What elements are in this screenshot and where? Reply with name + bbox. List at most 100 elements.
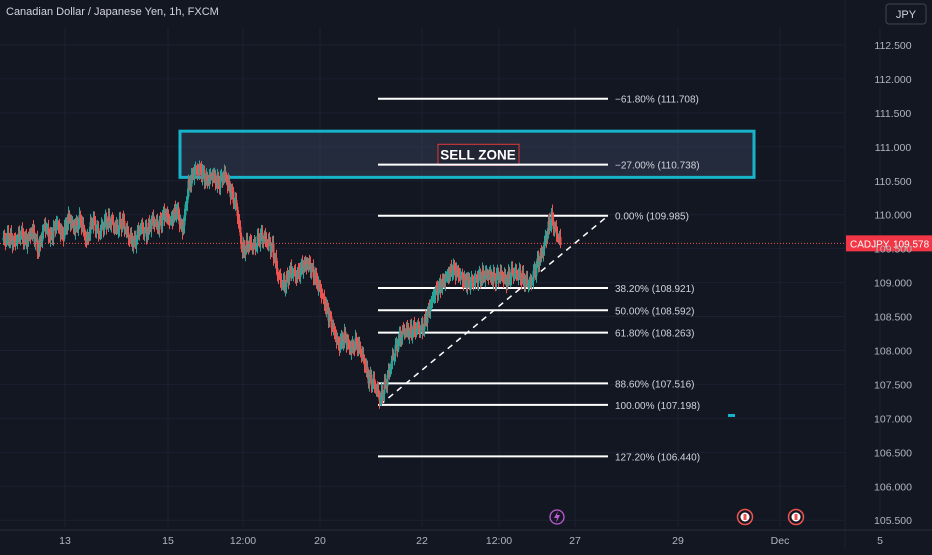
candle-body — [252, 245, 255, 248]
candle-body — [44, 225, 47, 230]
candle-body — [386, 375, 389, 386]
candle-body — [309, 264, 312, 272]
candle-body — [169, 218, 172, 221]
candle-body — [112, 221, 115, 226]
candle-body — [439, 281, 442, 291]
candle-body — [240, 235, 243, 249]
candle-body — [237, 216, 240, 223]
candle-body — [255, 246, 258, 248]
candle-body — [89, 221, 92, 234]
candle-body — [293, 271, 296, 273]
candle-body — [88, 233, 91, 237]
candle-body — [378, 393, 381, 401]
candle-body — [232, 191, 235, 204]
candle-body — [78, 215, 81, 226]
candle-body — [3, 237, 6, 239]
candle-body — [549, 224, 552, 228]
candle-body — [363, 357, 366, 365]
candle-body — [156, 221, 159, 228]
candle-body — [285, 275, 288, 288]
candle-body — [329, 315, 332, 317]
candle-body — [355, 337, 358, 342]
candle-body — [261, 232, 264, 242]
candle-body — [172, 214, 175, 223]
candle-body — [209, 175, 212, 178]
candle-body — [354, 337, 357, 349]
candle-body — [455, 270, 458, 277]
candle-body — [187, 180, 190, 197]
candle-body — [145, 227, 148, 237]
candle-body — [373, 378, 376, 385]
candle-body — [318, 283, 321, 286]
candle-body — [276, 268, 279, 276]
x-tick-label: 27 — [569, 535, 581, 547]
candle-body — [408, 331, 411, 337]
candle-body — [182, 225, 185, 232]
candle-body — [123, 220, 126, 230]
candle-body — [40, 240, 43, 243]
candle-body — [259, 233, 262, 244]
fib-trend-line[interactable] — [379, 215, 609, 406]
candle-body — [400, 336, 403, 341]
candle-body — [184, 204, 187, 216]
candle-body — [61, 229, 64, 235]
candle-body — [199, 166, 202, 169]
candle-body — [543, 241, 546, 249]
candle-body — [326, 303, 329, 311]
candle-body — [383, 381, 386, 394]
candle-body — [357, 344, 360, 351]
candle-body — [248, 241, 251, 248]
candle-body — [556, 233, 559, 238]
candle-body — [86, 235, 89, 241]
candle-body — [417, 326, 420, 329]
candle-body — [228, 180, 231, 187]
candle-body — [146, 234, 149, 237]
candle-body — [270, 246, 273, 252]
candle-body — [301, 262, 304, 271]
candle-body — [426, 311, 429, 323]
candle-body — [538, 260, 541, 266]
candle-body — [384, 381, 387, 384]
candle-body — [193, 172, 196, 178]
candle-body — [95, 229, 98, 231]
flag-icon-center — [743, 514, 747, 520]
candle-body — [548, 221, 551, 228]
candle-body — [421, 324, 424, 332]
candle-body — [501, 274, 504, 279]
candle-body — [353, 348, 356, 350]
candle-body — [404, 331, 407, 333]
x-tick-label: 22 — [416, 535, 428, 547]
candle-body — [79, 215, 82, 221]
candle-body — [203, 170, 206, 182]
candle-body — [163, 211, 166, 218]
candle-body — [559, 236, 562, 245]
candle-body — [197, 172, 200, 174]
candle-body — [539, 252, 542, 261]
candle-body — [466, 280, 469, 288]
fib-level-label: 50.00% (108.592) — [615, 306, 695, 317]
candle-body — [531, 281, 534, 283]
candle-body — [21, 229, 24, 236]
candle-body — [453, 264, 456, 271]
candle-body — [92, 219, 95, 226]
fib-level-label: −27.00% (110.738) — [615, 161, 700, 172]
candle-body — [262, 239, 265, 242]
candle-body — [99, 231, 102, 234]
candle-body — [331, 327, 334, 329]
alert-marker — [728, 413, 735, 417]
candle-body — [504, 275, 507, 278]
candle-body — [47, 227, 50, 237]
candle-body — [76, 220, 79, 228]
candle-body — [143, 230, 146, 234]
fib-level-label: −61.80% (111.708) — [615, 95, 699, 106]
lightning-event-icon[interactable] — [549, 509, 565, 525]
candle-body — [195, 168, 198, 170]
currency-button[interactable] — [885, 3, 927, 25]
candle-body — [139, 226, 142, 233]
sell-zone-label: SELL ZONE — [440, 147, 516, 162]
candle-body — [180, 221, 183, 226]
x-tick-label: 5 — [877, 535, 883, 547]
candle-body — [68, 213, 71, 221]
